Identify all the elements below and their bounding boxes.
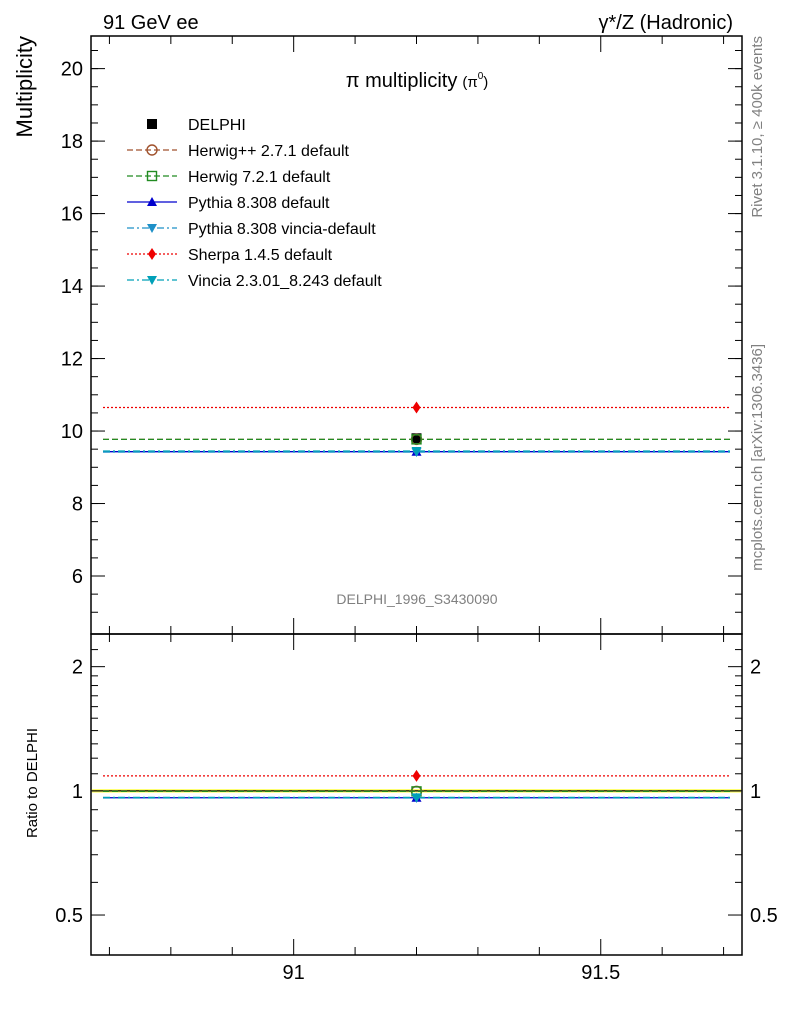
y-axis-label-main: Multiplicity	[12, 36, 37, 137]
plot-title: π multiplicity (π0)	[346, 70, 489, 92]
legend-marker	[147, 224, 157, 233]
main-ytick-label: 10	[61, 421, 83, 443]
legend-marker	[147, 197, 157, 206]
legend-marker	[146, 144, 158, 156]
ratio-ytick-label: 2	[72, 657, 83, 679]
legend-entry-label: Pythia 8.308 default	[188, 195, 330, 212]
ratio-ytick-label-right: 1	[750, 781, 761, 803]
main-ytick-label: 8	[72, 494, 83, 516]
main-ytick-label: 16	[61, 204, 83, 226]
legend-marker	[146, 170, 158, 182]
ratio-ytick-label: 1	[72, 781, 83, 803]
header-right: γ*/Z (Hadronic)	[599, 12, 733, 34]
main-series-marker	[412, 401, 421, 414]
legend-entry-label: Sherpa 1.4.5 default	[188, 247, 333, 264]
main-ytick-label: 12	[61, 349, 83, 371]
analysis-watermark: DELPHI_1996_S3430090	[336, 591, 497, 607]
legend: DELPHI Herwig++ 2.7.1 default Herwig 7.2.1…	[127, 117, 382, 290]
header-left: 91 GeV ee	[103, 12, 199, 34]
main-ytick-label: 18	[61, 131, 83, 153]
ratio-series-marker	[411, 793, 422, 803]
legend-marker	[148, 248, 156, 260]
legend-entry-label: Herwig++ 2.7.1 default	[188, 143, 350, 160]
y-axis-label-ratio: Ratio to DELPHI	[24, 728, 41, 838]
legend-entry-label: DELPHI	[188, 117, 246, 134]
ratio-ytick-label-right: 2	[750, 657, 761, 679]
ratio-plot-area: 0.5 1 2 0.5 1 2 91 91.5	[55, 633, 778, 984]
ratio-series-marker	[412, 769, 421, 782]
mcplots-reference-label: mcplots.cern.ch [arXiv:1306.3436]	[749, 344, 766, 571]
main-series-marker	[411, 446, 422, 456]
ratio-ytick-label-right: 0.5	[750, 905, 778, 927]
main-ytick-label: 14	[61, 276, 83, 298]
legend-entry-label: Vincia 2.3.01_8.243 default	[188, 273, 382, 290]
main-series-marker	[411, 434, 422, 445]
ratio-ytick-label: 0.5	[55, 905, 83, 927]
legend-entry-label: Pythia 8.308 vincia-default	[188, 221, 376, 238]
main-ytick-label: 6	[72, 566, 83, 588]
data-point-delphi	[411, 433, 422, 444]
rivet-version-label: Rivet 3.1.10, ≥ 400k events	[749, 36, 766, 218]
x-tick-label: 91.5	[581, 962, 620, 984]
x-tick-label: 91	[283, 962, 305, 984]
main-ytick-label: 20	[61, 59, 83, 81]
legend-marker	[147, 119, 157, 129]
legend-marker	[147, 276, 157, 285]
main-plot-area: 6 8 10 12 14 16 18 20	[61, 35, 743, 635]
legend-entry-label: Herwig 7.2.1 default	[188, 169, 331, 186]
